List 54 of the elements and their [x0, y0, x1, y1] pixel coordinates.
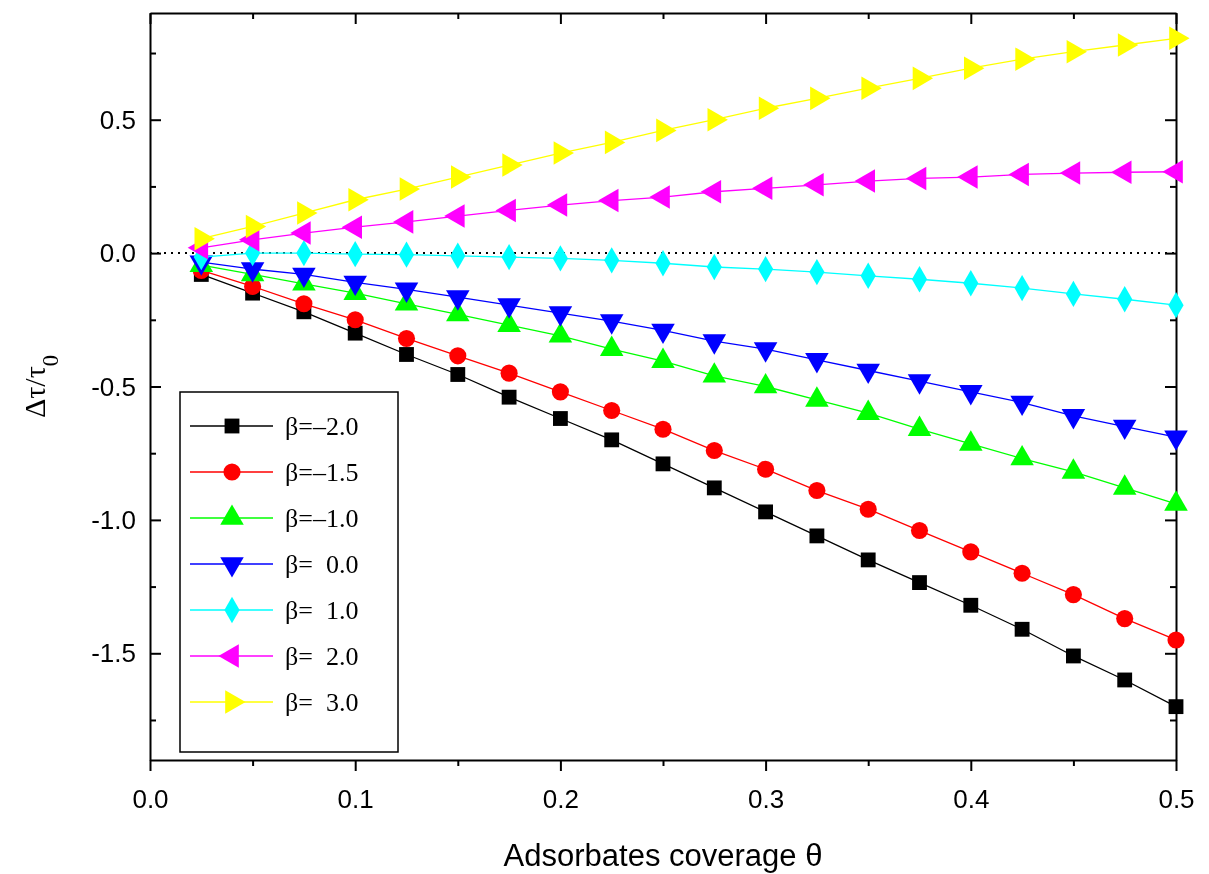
point — [551, 383, 569, 401]
point — [757, 460, 775, 478]
point — [347, 325, 363, 341]
y-tick-label: -1.5 — [91, 638, 136, 669]
point — [295, 295, 313, 313]
legend-label: β=–2.0 — [285, 412, 359, 442]
x-tick-label: 0.3 — [748, 784, 785, 814]
point — [450, 367, 466, 382]
legend-label: β=–1.0 — [285, 504, 359, 534]
point — [603, 401, 621, 420]
x-tick-label: 0.4 — [953, 784, 990, 814]
x-tick-label: 0.0 — [132, 784, 169, 814]
legend-label: β= 2.0 — [285, 642, 359, 672]
point — [654, 420, 672, 438]
point — [1168, 699, 1184, 715]
point — [1065, 648, 1081, 664]
y-tick-label: 0.0 — [99, 238, 136, 269]
point — [705, 441, 723, 460]
y-tick-label: -0.5 — [91, 371, 136, 402]
legend-label: β=–1.5 — [285, 458, 359, 488]
point — [449, 347, 467, 365]
point — [1013, 564, 1031, 582]
point — [655, 456, 671, 472]
point — [808, 482, 826, 500]
point — [1014, 621, 1030, 637]
point — [500, 364, 518, 382]
point — [397, 329, 416, 348]
point — [910, 522, 929, 540]
point — [809, 528, 825, 544]
point — [346, 311, 364, 329]
point — [962, 543, 980, 561]
point — [1117, 672, 1133, 688]
point — [1167, 631, 1185, 649]
point — [758, 504, 774, 520]
point — [860, 552, 876, 568]
point — [399, 347, 414, 362]
point — [1064, 586, 1082, 604]
legend-label: β= 3.0 — [285, 688, 359, 718]
y-tick-label: 0.5 — [99, 104, 136, 135]
x-tick-label: 0.1 — [337, 784, 374, 814]
y-tick-label: -1.0 — [91, 504, 136, 535]
x-axis-title: Adsorbates coverage θ — [503, 838, 823, 873]
point — [912, 575, 927, 590]
point — [963, 597, 979, 613]
point — [1116, 610, 1134, 628]
x-tick-label: 0.5 — [1158, 784, 1195, 814]
x-tick-label: 0.2 — [542, 784, 579, 814]
point — [552, 411, 568, 426]
point — [604, 432, 620, 448]
point — [706, 480, 722, 496]
legend-label: β= 0.0 — [285, 550, 359, 580]
point — [859, 500, 877, 518]
legend-label: β= 1.0 — [285, 596, 359, 626]
point — [501, 389, 517, 405]
